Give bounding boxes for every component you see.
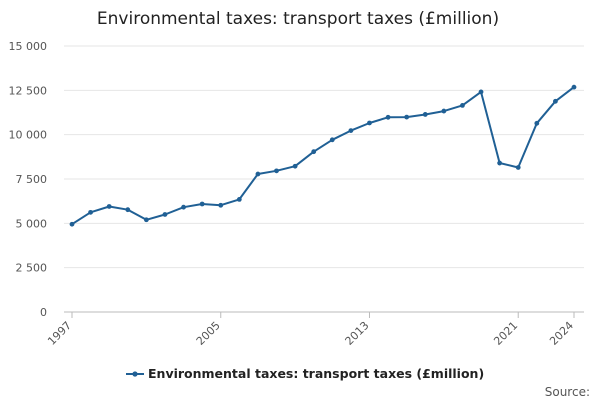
data-point[interactable]: [162, 212, 168, 217]
data-point[interactable]: [218, 202, 224, 208]
y-tick-label: 5 000: [16, 217, 48, 230]
x-axis: 1997 2005 2013 2021 2024: [45, 312, 576, 348]
data-point[interactable]: [311, 149, 317, 155]
data-point[interactable]: [199, 201, 205, 207]
data-point[interactable]: [422, 112, 428, 117]
source-label: Source:: [545, 385, 590, 399]
data-point[interactable]: [460, 103, 465, 108]
x-tick-label: 2024: [547, 319, 576, 348]
data-point[interactable]: [515, 165, 521, 170]
y-tick-label: 2 500: [16, 262, 48, 275]
data-point[interactable]: [88, 209, 93, 215]
data-point[interactable]: [367, 120, 372, 126]
data-point[interactable]: [106, 204, 112, 209]
data-point[interactable]: [143, 217, 149, 223]
legend[interactable]: Environmental taxes: transport taxes (£m…: [126, 366, 484, 381]
x-tick-label: 2005: [194, 319, 223, 348]
data-point[interactable]: [478, 89, 484, 95]
data-point[interactable]: [292, 163, 298, 169]
y-axis: 0 2 500 5 000 7 500 10 000 12 500 15 000: [9, 40, 48, 319]
data-point[interactable]: [404, 114, 410, 120]
y-tick-label: 10 000: [9, 129, 48, 142]
data-point[interactable]: [534, 120, 540, 126]
x-tick-label: 2021: [491, 319, 520, 348]
data-point[interactable]: [181, 204, 186, 210]
y-tick-label: 7 500: [16, 173, 48, 186]
series-line: [71, 86, 575, 226]
x-tick-label: 1997: [45, 319, 74, 348]
data-point[interactable]: [497, 160, 503, 166]
data-point[interactable]: [385, 114, 391, 120]
data-point[interactable]: [329, 137, 335, 143]
series-group: [69, 84, 577, 227]
chart-title: Environmental taxes: transport taxes (£m…: [97, 9, 499, 29]
data-point[interactable]: [255, 171, 261, 177]
legend-marker-swatch: [132, 371, 138, 377]
y-tick-label: 0: [40, 306, 47, 319]
data-point[interactable]: [125, 207, 131, 213]
data-point[interactable]: [236, 196, 242, 202]
gridlines: [64, 45, 584, 313]
y-tick-label: 15 000: [9, 40, 48, 53]
x-tick-label: 2013: [343, 319, 372, 348]
data-point[interactable]: [69, 221, 75, 227]
y-tick-label: 12 500: [9, 84, 48, 97]
legend-label: Environmental taxes: transport taxes (£m…: [148, 366, 484, 381]
data-point[interactable]: [571, 84, 577, 90]
data-point[interactable]: [441, 108, 447, 114]
data-point[interactable]: [553, 98, 558, 104]
data-point[interactable]: [274, 168, 279, 174]
data-point[interactable]: [348, 128, 354, 133]
